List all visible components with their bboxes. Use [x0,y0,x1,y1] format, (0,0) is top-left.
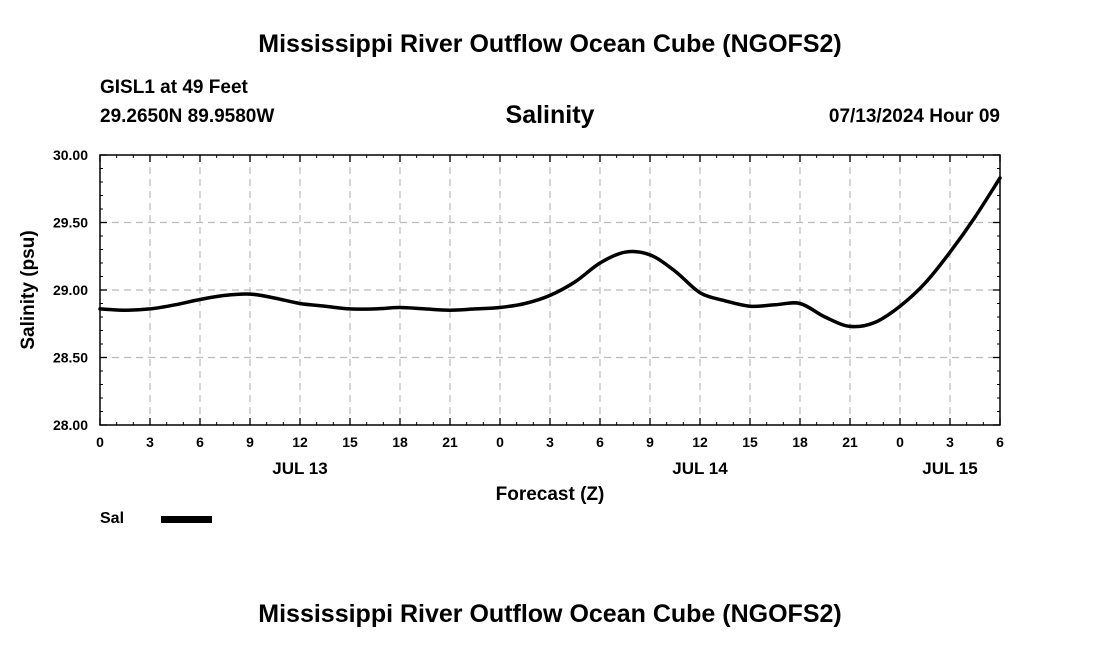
station-coordinates: 29.2650N 89.9580W [100,106,275,127]
y-tick-label: 28.00 [53,417,88,433]
axis-labels: 0 3 6 9 12 15 18 21 0 3 6 9 12 15 18 21 0 3 6 28.00 28.50 29.… [53,147,1004,478]
x-tick-label: 3 [546,434,554,450]
y-tick-label: 28.50 [53,350,88,366]
x-tick-label: 18 [792,434,808,450]
x-tick-label: 0 [496,434,504,450]
legend-label: Sal [100,510,125,527]
salinity-series-line [98,176,1002,329]
x-tick-label: 15 [742,434,758,450]
day-label: JUL 14 [672,459,728,478]
x-tick-label: 9 [246,434,254,450]
y-tick-label: 29.00 [53,282,88,298]
grid-lines [100,155,1000,425]
day-label: JUL 13 [272,459,327,478]
plot-frame [99,154,1001,426]
y-axis-title: Salinity (psu) [18,230,39,349]
day-label: JUL 15 [922,459,977,478]
main-title: Mississippi River Outflow Ocean Cube (NG… [258,30,842,58]
station-label: GISL1 at 49 Feet [100,77,248,98]
y-tick-label: 30.00 [53,147,88,163]
x-tick-label: 0 [896,434,904,450]
plot-title: Salinity [505,101,595,129]
x-tick-label: 6 [196,434,204,450]
forecast-datetime: 07/13/2024 Hour 09 [828,106,1000,127]
x-tick-label: 21 [442,434,458,450]
x-tick-label: 3 [946,434,954,450]
x-tick-label: 15 [342,434,358,450]
x-tick-label: 9 [646,434,654,450]
x-tick-label: 0 [96,434,104,450]
x-tick-label: 12 [692,434,708,450]
x-tick-label: 3 [146,434,154,450]
x-tick-label: 18 [392,434,408,450]
x-tick-label: 6 [996,434,1004,450]
x-tick-label: 21 [842,434,858,450]
x-tick-label: 12 [292,434,308,450]
x-axis-title: Forecast (Z) [496,484,605,505]
legend-line-swatch [161,516,212,523]
x-tick-label: 6 [596,434,604,450]
y-tick-label: 29.50 [53,215,88,231]
footer-title: Mississippi River Outflow Ocean Cube (NG… [258,600,842,628]
